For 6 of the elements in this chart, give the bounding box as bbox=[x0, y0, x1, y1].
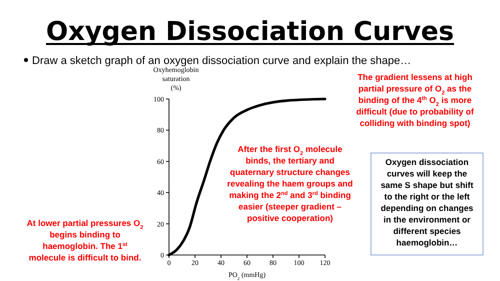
text: The gradient lessens at high partial pressure of O$_{2}$ as the binding of the 4$^{th}$ O$_{2}$ is more difficult (due to probability of colliding with binding spot) bbox=[356, 72, 474, 128]
chart-subtitle: Draw a sketch graph of an oxygen dissociation curve and explain the shape… bbox=[32, 55, 412, 67]
text: Oxygen dissociation curves will keep the same S shape but shift to the right or the left depending on changes in the environment or different species haemoglobin… bbox=[380, 157, 474, 248]
chart-title: Oxygen Dissociation Curves bbox=[46, 17, 454, 47]
text: At lower partial pressures O$_{2}$ begins binding to haemoglobin. The 1$^{st}$ molecule is difficult to bind. bbox=[26, 218, 144, 262]
text: After the first O$_{2}$ molecule binds, the tertiary and quaternary structure changes revealing the haem groups and making the 2$^{nd}$ and 3$^{rd}$ binding easier (steeper gradient – positive cooperation) bbox=[227, 144, 353, 223]
